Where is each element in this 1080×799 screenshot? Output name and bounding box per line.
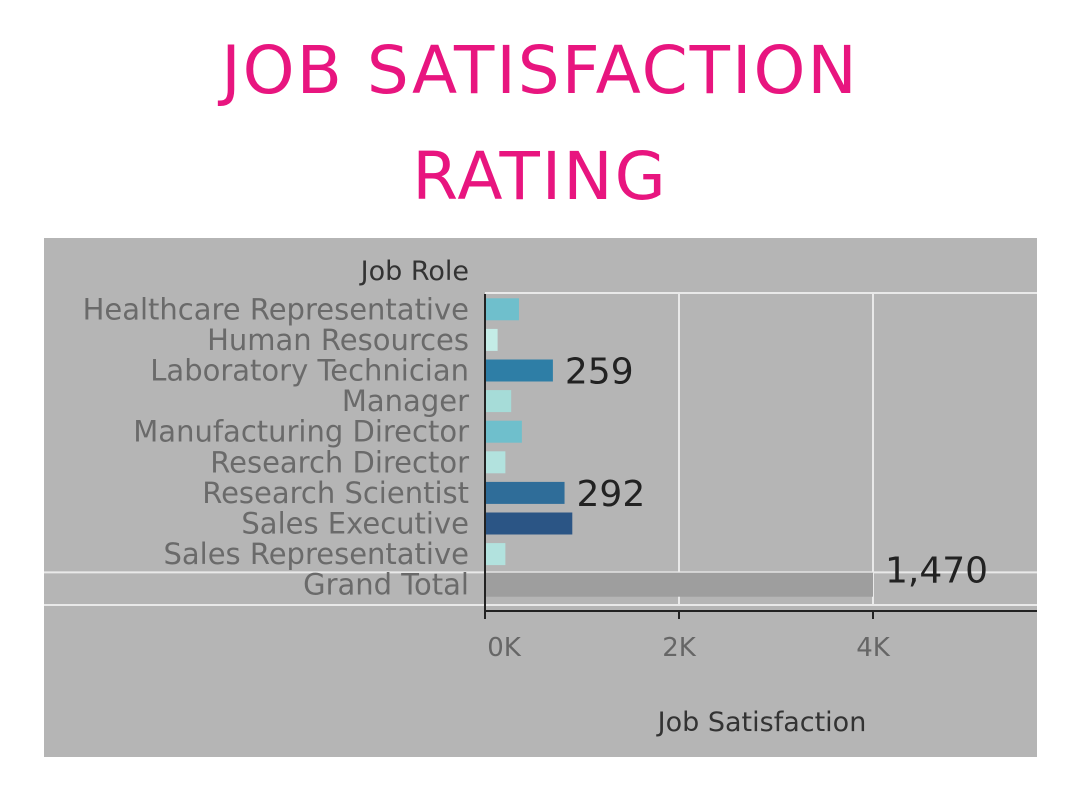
x-axis-title: Job Satisfaction [656, 707, 867, 738]
bar-1 [485, 328, 498, 351]
row-label-6: Research Scientist [202, 476, 469, 510]
bars: 259 292 1,470 [485, 298, 988, 597]
bar-chart: 259 292 1,470 Healthcare RepresentativeHum… [44, 256, 1037, 738]
bar-3 [485, 390, 512, 413]
bar-0 [485, 298, 519, 321]
bar-9 [485, 572, 873, 597]
row-label-9: Grand Total [303, 568, 469, 602]
bar-2 [485, 359, 553, 382]
x-axis: 0K 2K 4K [484, 294, 1037, 663]
row-label-2: Laboratory Technician [150, 354, 469, 388]
x-tick-label-1: 2K [662, 633, 697, 663]
chart-panel: 259 292 1,470 Healthcare Representative Hum… [44, 238, 1037, 757]
bar-5 [485, 451, 506, 474]
data-label-2: 259 [565, 352, 634, 393]
row-label-0: Healthcare Representative [83, 292, 469, 326]
bar-6 [485, 481, 565, 504]
bar-7 [485, 512, 573, 535]
bar-8 [485, 543, 506, 566]
chart-title-line1: JOB SATISFACTION [221, 32, 859, 109]
row-label-7: Sales Executive [241, 507, 469, 541]
row-label-4: Manufacturing Director [133, 415, 469, 449]
chart-title-line2: RATING [412, 138, 668, 215]
data-label-6: 292 [577, 474, 646, 515]
x-tick-label-2: 4K [856, 633, 891, 663]
row-label-1: Human Resources [207, 323, 469, 357]
chart-title: JOB SATISFACTION RATING [0, 18, 1080, 230]
row-label-5: Research Director [210, 445, 469, 479]
data-label-9: 1,470 [885, 551, 988, 592]
bar-4 [485, 420, 522, 443]
x-tick-label-0: 0K [487, 633, 522, 663]
gridlines [44, 292, 1037, 606]
row-header: Job Role [359, 256, 469, 287]
row-label-8: Sales Representative [163, 537, 469, 571]
row-label-3: Manager [342, 384, 469, 418]
